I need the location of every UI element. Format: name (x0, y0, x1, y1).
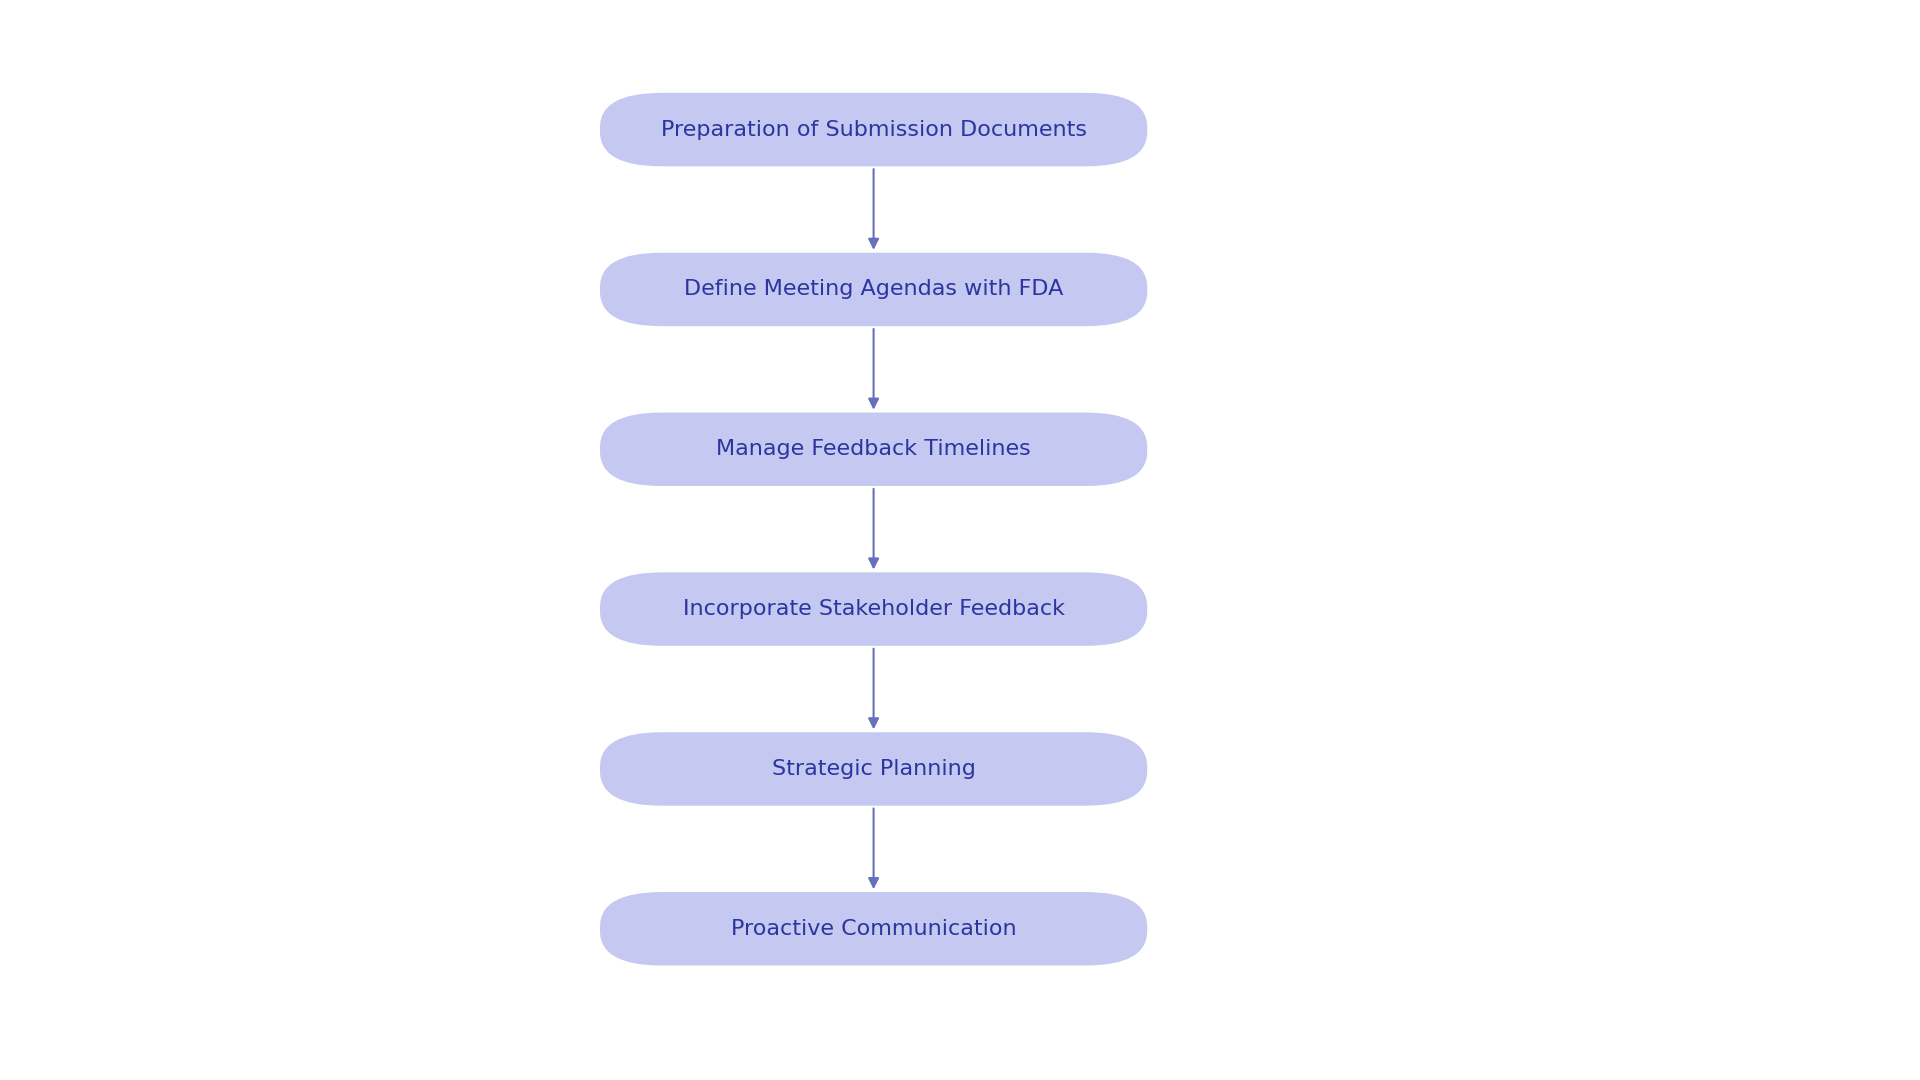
FancyBboxPatch shape (599, 892, 1146, 966)
FancyBboxPatch shape (599, 93, 1146, 166)
Text: Proactive Communication: Proactive Communication (732, 919, 1016, 939)
FancyBboxPatch shape (599, 572, 1146, 646)
FancyBboxPatch shape (599, 253, 1146, 326)
FancyBboxPatch shape (599, 732, 1146, 806)
Text: Manage Feedback Timelines: Manage Feedback Timelines (716, 440, 1031, 459)
Text: Strategic Planning: Strategic Planning (772, 759, 975, 779)
Text: Incorporate Stakeholder Feedback: Incorporate Stakeholder Feedback (684, 599, 1064, 619)
Text: Define Meeting Agendas with FDA: Define Meeting Agendas with FDA (684, 280, 1064, 299)
Text: Preparation of Submission Documents: Preparation of Submission Documents (660, 120, 1087, 139)
FancyBboxPatch shape (599, 413, 1146, 486)
